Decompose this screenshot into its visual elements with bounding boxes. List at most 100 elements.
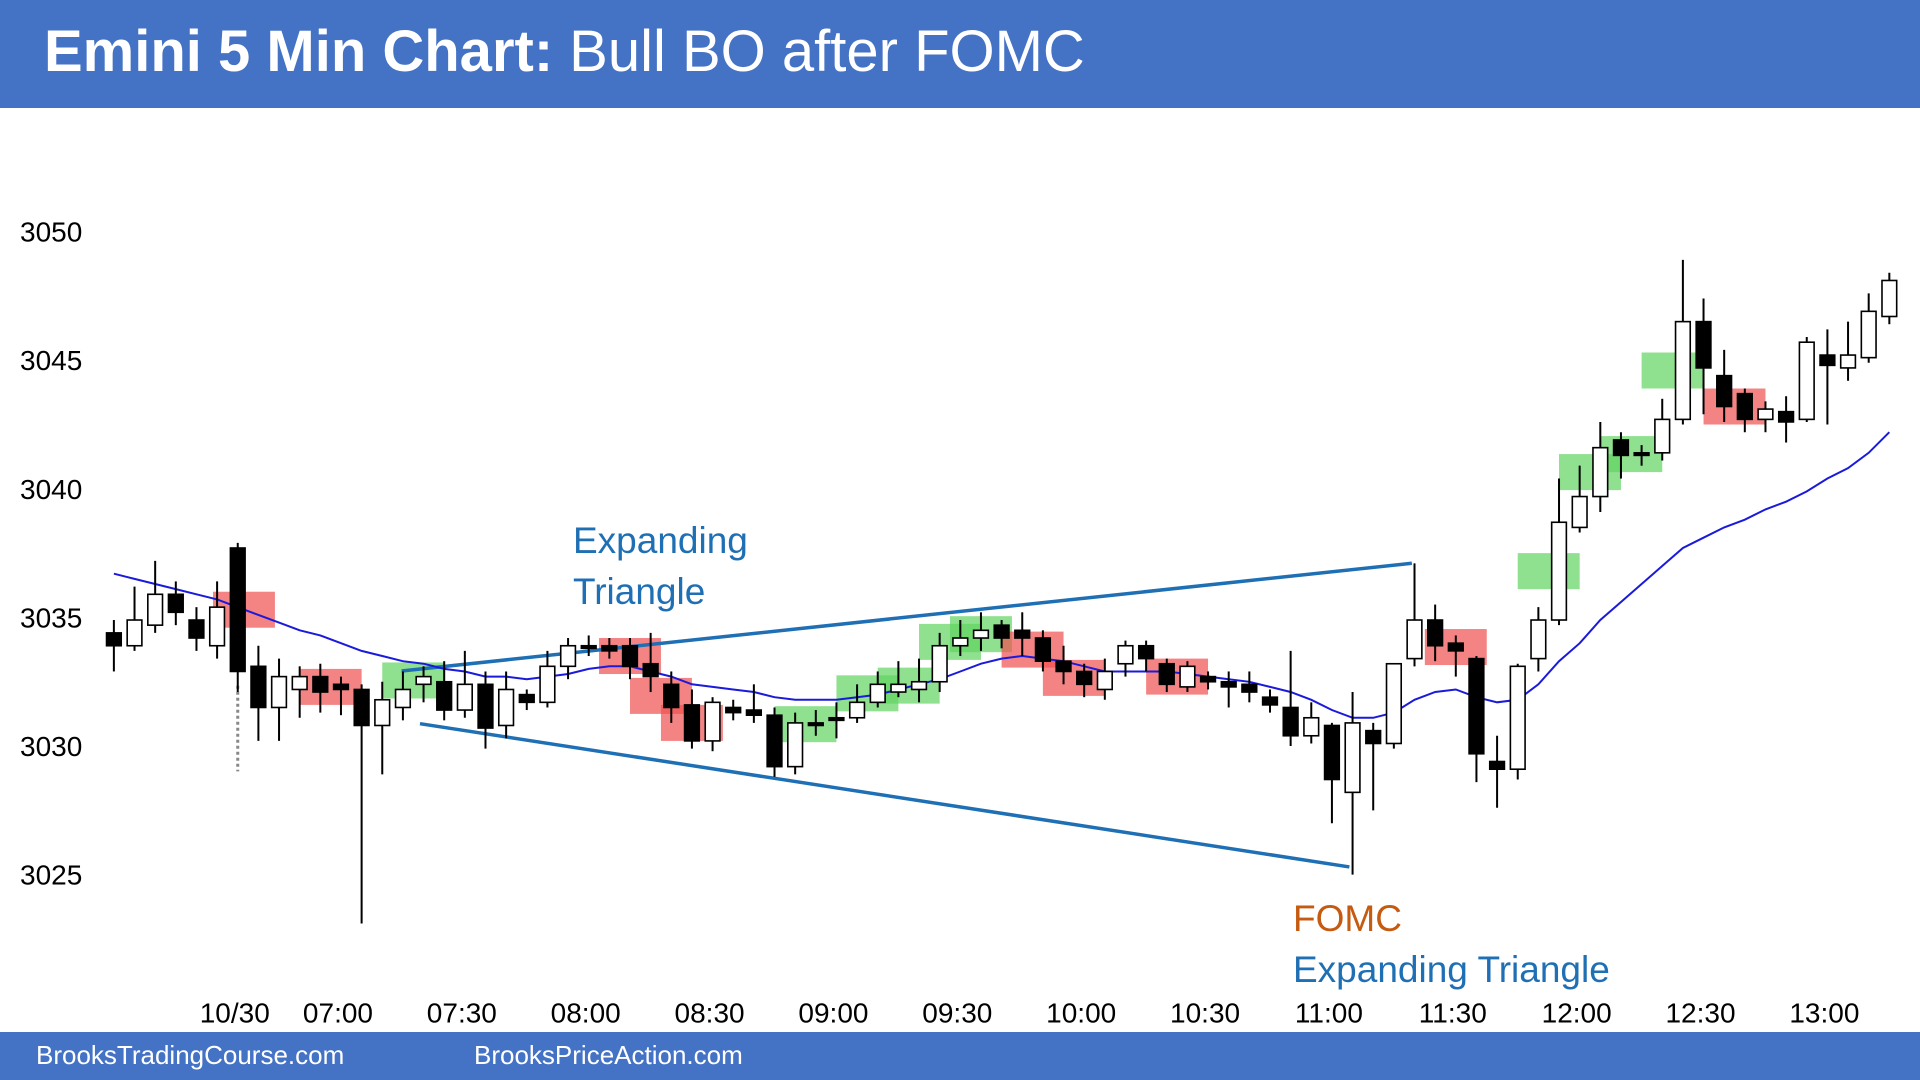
footer-link: BrooksPriceAction.com: [474, 1040, 743, 1070]
bear-candle-body: [188, 619, 205, 639]
candle: [931, 632, 948, 693]
annotation: Expanding Triangle: [1293, 949, 1610, 990]
candle: [1571, 465, 1588, 533]
chart-subtitle: Bull BO after FOMC: [569, 19, 1085, 84]
candle: [683, 689, 701, 749]
bull-candle-body: [931, 644, 948, 683]
title-bar: [0, 0, 1920, 108]
candle: [1179, 661, 1196, 693]
y-tick-label: 3045: [20, 345, 82, 376]
bull-candle-body: [394, 688, 412, 709]
candle: [1716, 349, 1733, 422]
candle: [1592, 421, 1609, 512]
bull-candle-body: [972, 629, 990, 639]
candle: [601, 638, 618, 659]
bear-candle-body: [1427, 619, 1444, 647]
candle: [1674, 259, 1692, 425]
bull-candle-body: [1860, 310, 1877, 359]
candle: [972, 612, 990, 651]
candle: [890, 661, 907, 698]
bear-signal-box: [299, 668, 362, 705]
bull-candle-body: [1798, 341, 1815, 421]
bear-candle-body: [436, 680, 453, 711]
footer-bar: [0, 1032, 1920, 1080]
bull-candle-body: [1117, 644, 1134, 665]
candle: [1076, 663, 1093, 698]
candle: [1055, 645, 1072, 685]
candle: [1881, 272, 1898, 325]
bull-candle-body: [147, 593, 164, 626]
bear-candle-body: [1777, 410, 1795, 423]
candle: [250, 645, 267, 741]
candle: [394, 671, 412, 721]
candle: [725, 699, 742, 721]
bear-candle-body: [1365, 729, 1382, 745]
bear-candle-body: [621, 644, 639, 668]
bear-candle-body: [1736, 392, 1753, 421]
candle: [580, 635, 597, 657]
candle: [1839, 321, 1857, 381]
candle: [477, 671, 494, 749]
bear-candle-body: [1612, 439, 1630, 457]
candle: [1137, 640, 1155, 672]
candle: [374, 681, 391, 775]
x-tick-label: 10:00: [1046, 997, 1116, 1028]
bear-candle-body: [745, 709, 763, 716]
x-tick-label: 12:30: [1665, 997, 1735, 1028]
candle: [353, 684, 370, 924]
bear-candle-body: [1468, 657, 1485, 755]
bear-candle-body: [1819, 354, 1836, 367]
bear-candle-body: [332, 683, 350, 691]
candle: [1509, 663, 1526, 780]
candle: [1550, 478, 1568, 626]
candle: [229, 542, 246, 693]
bear-candle-body: [1220, 680, 1237, 688]
candle: [1757, 401, 1774, 433]
candle: [497, 671, 515, 739]
candle: [126, 586, 143, 651]
title-text: Emini 5 Min Chart: Bull BO after FOMC: [44, 19, 1085, 84]
candle: [332, 676, 350, 716]
bull-candle-body: [890, 683, 907, 693]
candle: [1323, 722, 1341, 824]
bull-candle-body: [456, 683, 473, 711]
bear-candle-body: [1034, 637, 1052, 662]
bull-candle-body: [1385, 662, 1403, 745]
bull-candle-body: [1509, 665, 1526, 771]
y-tick-label: 3040: [20, 474, 82, 505]
x-tick-label: 11:00: [1295, 997, 1363, 1028]
bear-candle-body: [1716, 374, 1733, 408]
candle: [910, 658, 928, 703]
x-tick-label: 09:30: [922, 997, 992, 1028]
bear-candle-body: [1241, 683, 1258, 693]
candle: [1447, 635, 1464, 677]
bull-candle-body: [1592, 446, 1609, 498]
candle: [1736, 388, 1753, 433]
candle: [456, 650, 473, 718]
bull-candle-body: [126, 619, 143, 647]
x-tick-label: 09:00: [798, 997, 868, 1028]
bull-candle-body: [497, 688, 515, 727]
bear-candle-body: [1199, 675, 1217, 683]
candle: [1220, 671, 1237, 708]
bull-candle-body: [208, 606, 226, 647]
bear-candle-body: [105, 632, 123, 647]
annotation: Triangle: [573, 571, 705, 612]
bear-candle-body: [766, 714, 783, 768]
candle: [1695, 298, 1712, 415]
bear-candle-body: [1323, 724, 1341, 781]
bull-candle-body: [910, 680, 928, 691]
bear-candle-body: [993, 624, 1010, 639]
candle: [787, 712, 804, 775]
bear-candle-body: [601, 644, 618, 652]
bull-candle-body: [291, 675, 308, 691]
bull-candle-body: [1303, 716, 1320, 737]
bear-candle-body: [353, 688, 370, 727]
y-tick-label: 3035: [20, 602, 82, 633]
bull-candle-body: [1530, 619, 1547, 660]
bear-candle-body: [828, 716, 845, 722]
bear-candle-body: [1076, 670, 1093, 686]
bear-candle-body: [663, 683, 680, 709]
candle: [1344, 692, 1361, 875]
